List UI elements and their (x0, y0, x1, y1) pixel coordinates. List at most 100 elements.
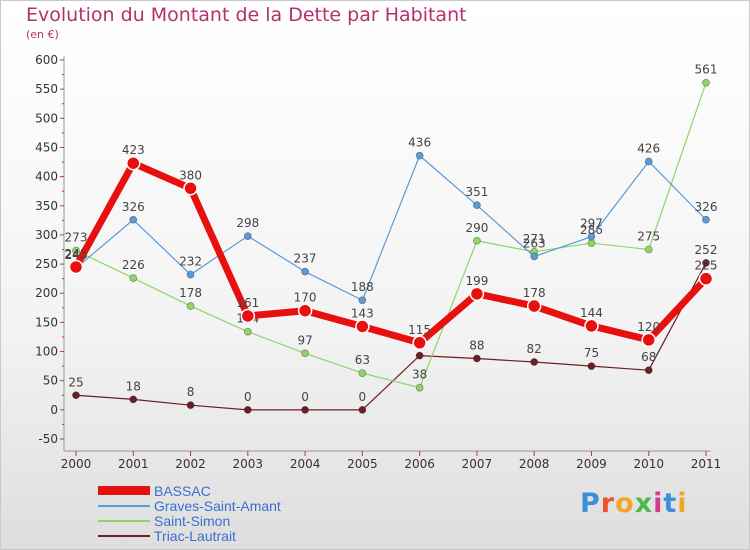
x-tick-label: 2000 (61, 457, 92, 471)
data-label: 298 (236, 216, 259, 230)
data-point (587, 239, 596, 247)
data-point (301, 405, 309, 414)
data-point (301, 267, 309, 276)
data-point (587, 362, 596, 371)
data-label: 115 (408, 323, 431, 337)
data-point (469, 286, 485, 302)
data-label: 143 (351, 306, 374, 320)
data-point (358, 369, 367, 378)
legend-item: Triac-Lautrait (98, 527, 281, 544)
data-label: 226 (122, 258, 145, 272)
data-label: 351 (465, 185, 488, 199)
x-tick-label: 2010 (633, 457, 664, 471)
data-label: 290 (465, 221, 488, 235)
data-label: 25 (68, 375, 83, 389)
data-label: 237 (294, 252, 317, 266)
x-tick-label: 2004 (290, 457, 321, 471)
data-point (644, 157, 653, 166)
legend-item: Saint-Simon (98, 512, 281, 529)
y-tick-label: 350 (35, 199, 58, 213)
data-point (702, 259, 710, 267)
data-label: 144 (580, 306, 603, 320)
x-tick-label: 2005 (347, 457, 378, 471)
data-point (530, 252, 539, 261)
data-point (473, 201, 481, 210)
y-tick-label: 600 (35, 53, 58, 67)
data-point (186, 401, 195, 410)
data-point (584, 318, 599, 334)
data-point (526, 298, 542, 314)
data-label: 297 (580, 217, 603, 231)
data-point (415, 383, 424, 392)
data-point (243, 327, 252, 336)
data-label: 120 (637, 320, 660, 334)
data-label: 271 (523, 232, 546, 246)
data-label: 18 (126, 379, 141, 393)
x-tick-label: 2003 (233, 457, 264, 471)
legend-label: BASSAC (154, 482, 211, 499)
legend-label: Saint-Simon (154, 512, 231, 529)
data-point (702, 215, 710, 224)
data-label: 561 (695, 63, 718, 77)
data-label: 263 (523, 236, 546, 250)
series-line (75, 262, 707, 411)
data-label: 225 (695, 259, 718, 273)
chart-unit: (en €) (26, 28, 59, 41)
data-label: 68 (641, 350, 656, 364)
data-label: 38 (412, 368, 427, 382)
data-point (587, 232, 596, 241)
x-tick-label: 2001 (118, 457, 149, 471)
series-line (72, 159, 710, 347)
y-tick-label: 450 (35, 140, 58, 154)
series-line (75, 155, 707, 301)
data-point (72, 246, 80, 255)
y-tick-label: 300 (35, 228, 58, 242)
data-point (126, 155, 141, 171)
data-label: 286 (580, 223, 603, 237)
y-tick-label: -50 (38, 432, 58, 446)
data-point (412, 335, 427, 351)
data-point (644, 245, 653, 254)
proxiti-logo: Proxiti (580, 488, 688, 519)
data-point (415, 151, 424, 160)
data-label: 199 (465, 274, 488, 288)
legend-swatch (98, 519, 150, 522)
y-tick-label: 400 (35, 170, 58, 184)
data-point (240, 308, 256, 324)
data-point (186, 302, 195, 310)
y-tick-label: 250 (35, 257, 58, 271)
data-point (68, 259, 84, 275)
legend-swatch (98, 504, 150, 507)
data-label: 436 (408, 136, 431, 150)
data-label: 273 (65, 231, 88, 245)
data-point (183, 181, 198, 196)
data-label: 88 (469, 339, 484, 353)
data-label: 326 (695, 200, 718, 214)
data-point (644, 366, 653, 375)
data-label: 8 (187, 385, 195, 399)
data-point (358, 296, 367, 305)
data-point (473, 354, 481, 363)
data-label: 188 (351, 280, 374, 294)
data-point (355, 319, 370, 334)
data-point (243, 232, 252, 240)
x-tick-label: 2011 (691, 457, 722, 471)
data-point (530, 358, 539, 366)
data-point (186, 270, 195, 279)
data-label: 0 (359, 390, 367, 404)
data-label: 423 (122, 143, 145, 157)
legend-label: Triac-Lautrait (154, 527, 236, 544)
data-label: 178 (523, 286, 546, 300)
data-point (702, 78, 710, 87)
y-tick-label: 150 (35, 315, 58, 329)
data-label: 63 (355, 353, 370, 367)
chart-title: Evolution du Montant de la Dette par Hab… (26, 4, 467, 26)
legend-swatch (98, 486, 150, 495)
data-label: 97 (297, 333, 312, 347)
data-point (301, 349, 309, 358)
y-tick-label: 550 (35, 82, 58, 96)
data-label: 275 (637, 230, 660, 244)
data-label: 232 (179, 255, 202, 269)
